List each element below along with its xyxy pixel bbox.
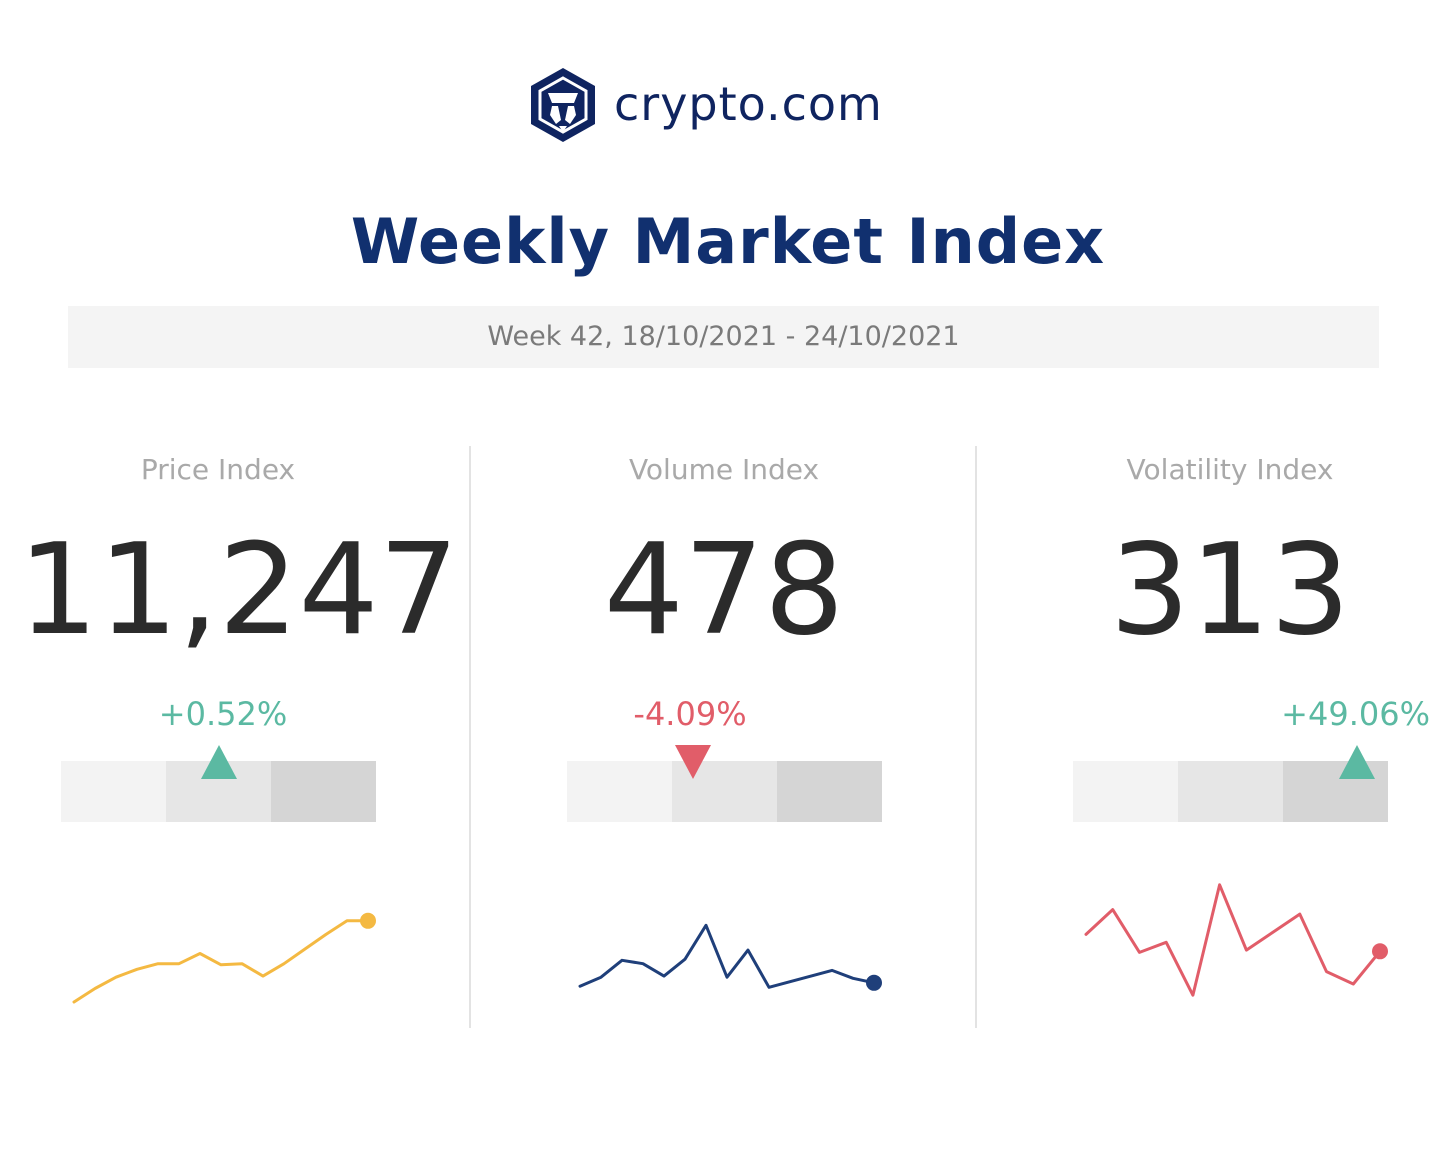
volatility-index-latest-point	[1372, 943, 1388, 960]
volume-index-latest-point	[866, 974, 882, 991]
page-title: Weekly Market Index	[350, 205, 1106, 278]
crypto-com-lion-icon	[531, 68, 595, 142]
volume-index-series-line	[578, 923, 876, 989]
volatility-index-sparkline	[1084, 883, 1388, 997]
scale-segment-high	[271, 761, 376, 822]
brand-name: crypto.com	[614, 77, 883, 131]
up-triangle-icon	[1338, 745, 1375, 779]
price-index-value: 11,247	[18, 516, 459, 663]
price-index-series-line	[72, 919, 370, 1004]
volume-index-card: Volume Index 478 -4.09%	[524, 440, 924, 1040]
volatility-index-series-line	[1084, 883, 1382, 997]
week-range: Week 42, 18/10/2021 - 24/10/2021	[487, 321, 960, 352]
scale-segment-low	[567, 761, 672, 822]
price-index-change: +0.52%	[158, 695, 288, 733]
price-index-scale	[61, 761, 376, 822]
column-divider	[975, 446, 977, 1028]
volume-index-change: -4.09%	[633, 695, 747, 733]
volatility-index-change: +49.06%	[1281, 695, 1430, 733]
up-triangle-icon	[200, 745, 237, 779]
scale-segment-low	[1073, 761, 1178, 822]
volatility-index-label: Volatility Index	[1126, 453, 1334, 486]
volume-index-sparkline	[578, 923, 882, 991]
volatility-index-value: 313	[1109, 516, 1351, 663]
volume-index-label: Volume Index	[628, 453, 820, 486]
price-index-latest-point	[360, 912, 376, 929]
down-triangle-icon	[675, 745, 711, 779]
scale-segment-mid	[1178, 761, 1283, 822]
column-divider	[469, 446, 471, 1028]
scale-segment-low	[61, 761, 166, 822]
volume-index-scale	[567, 761, 882, 822]
volume-index-value: 478	[603, 516, 845, 663]
week-banner: Week 42, 18/10/2021 - 24/10/2021	[68, 306, 1379, 368]
brand-logo: crypto.com	[528, 66, 928, 146]
price-index-card: Price Index 11,247 +0.52%	[18, 440, 459, 1040]
scale-segment-high	[1283, 761, 1388, 822]
volatility-index-card: Volatility Index 313 +49.06%	[1030, 440, 1430, 1040]
price-index-sparkline	[72, 912, 376, 1004]
price-index-label: Price Index	[140, 453, 296, 486]
volatility-index-scale	[1073, 761, 1388, 822]
scale-segment-high	[777, 761, 882, 822]
